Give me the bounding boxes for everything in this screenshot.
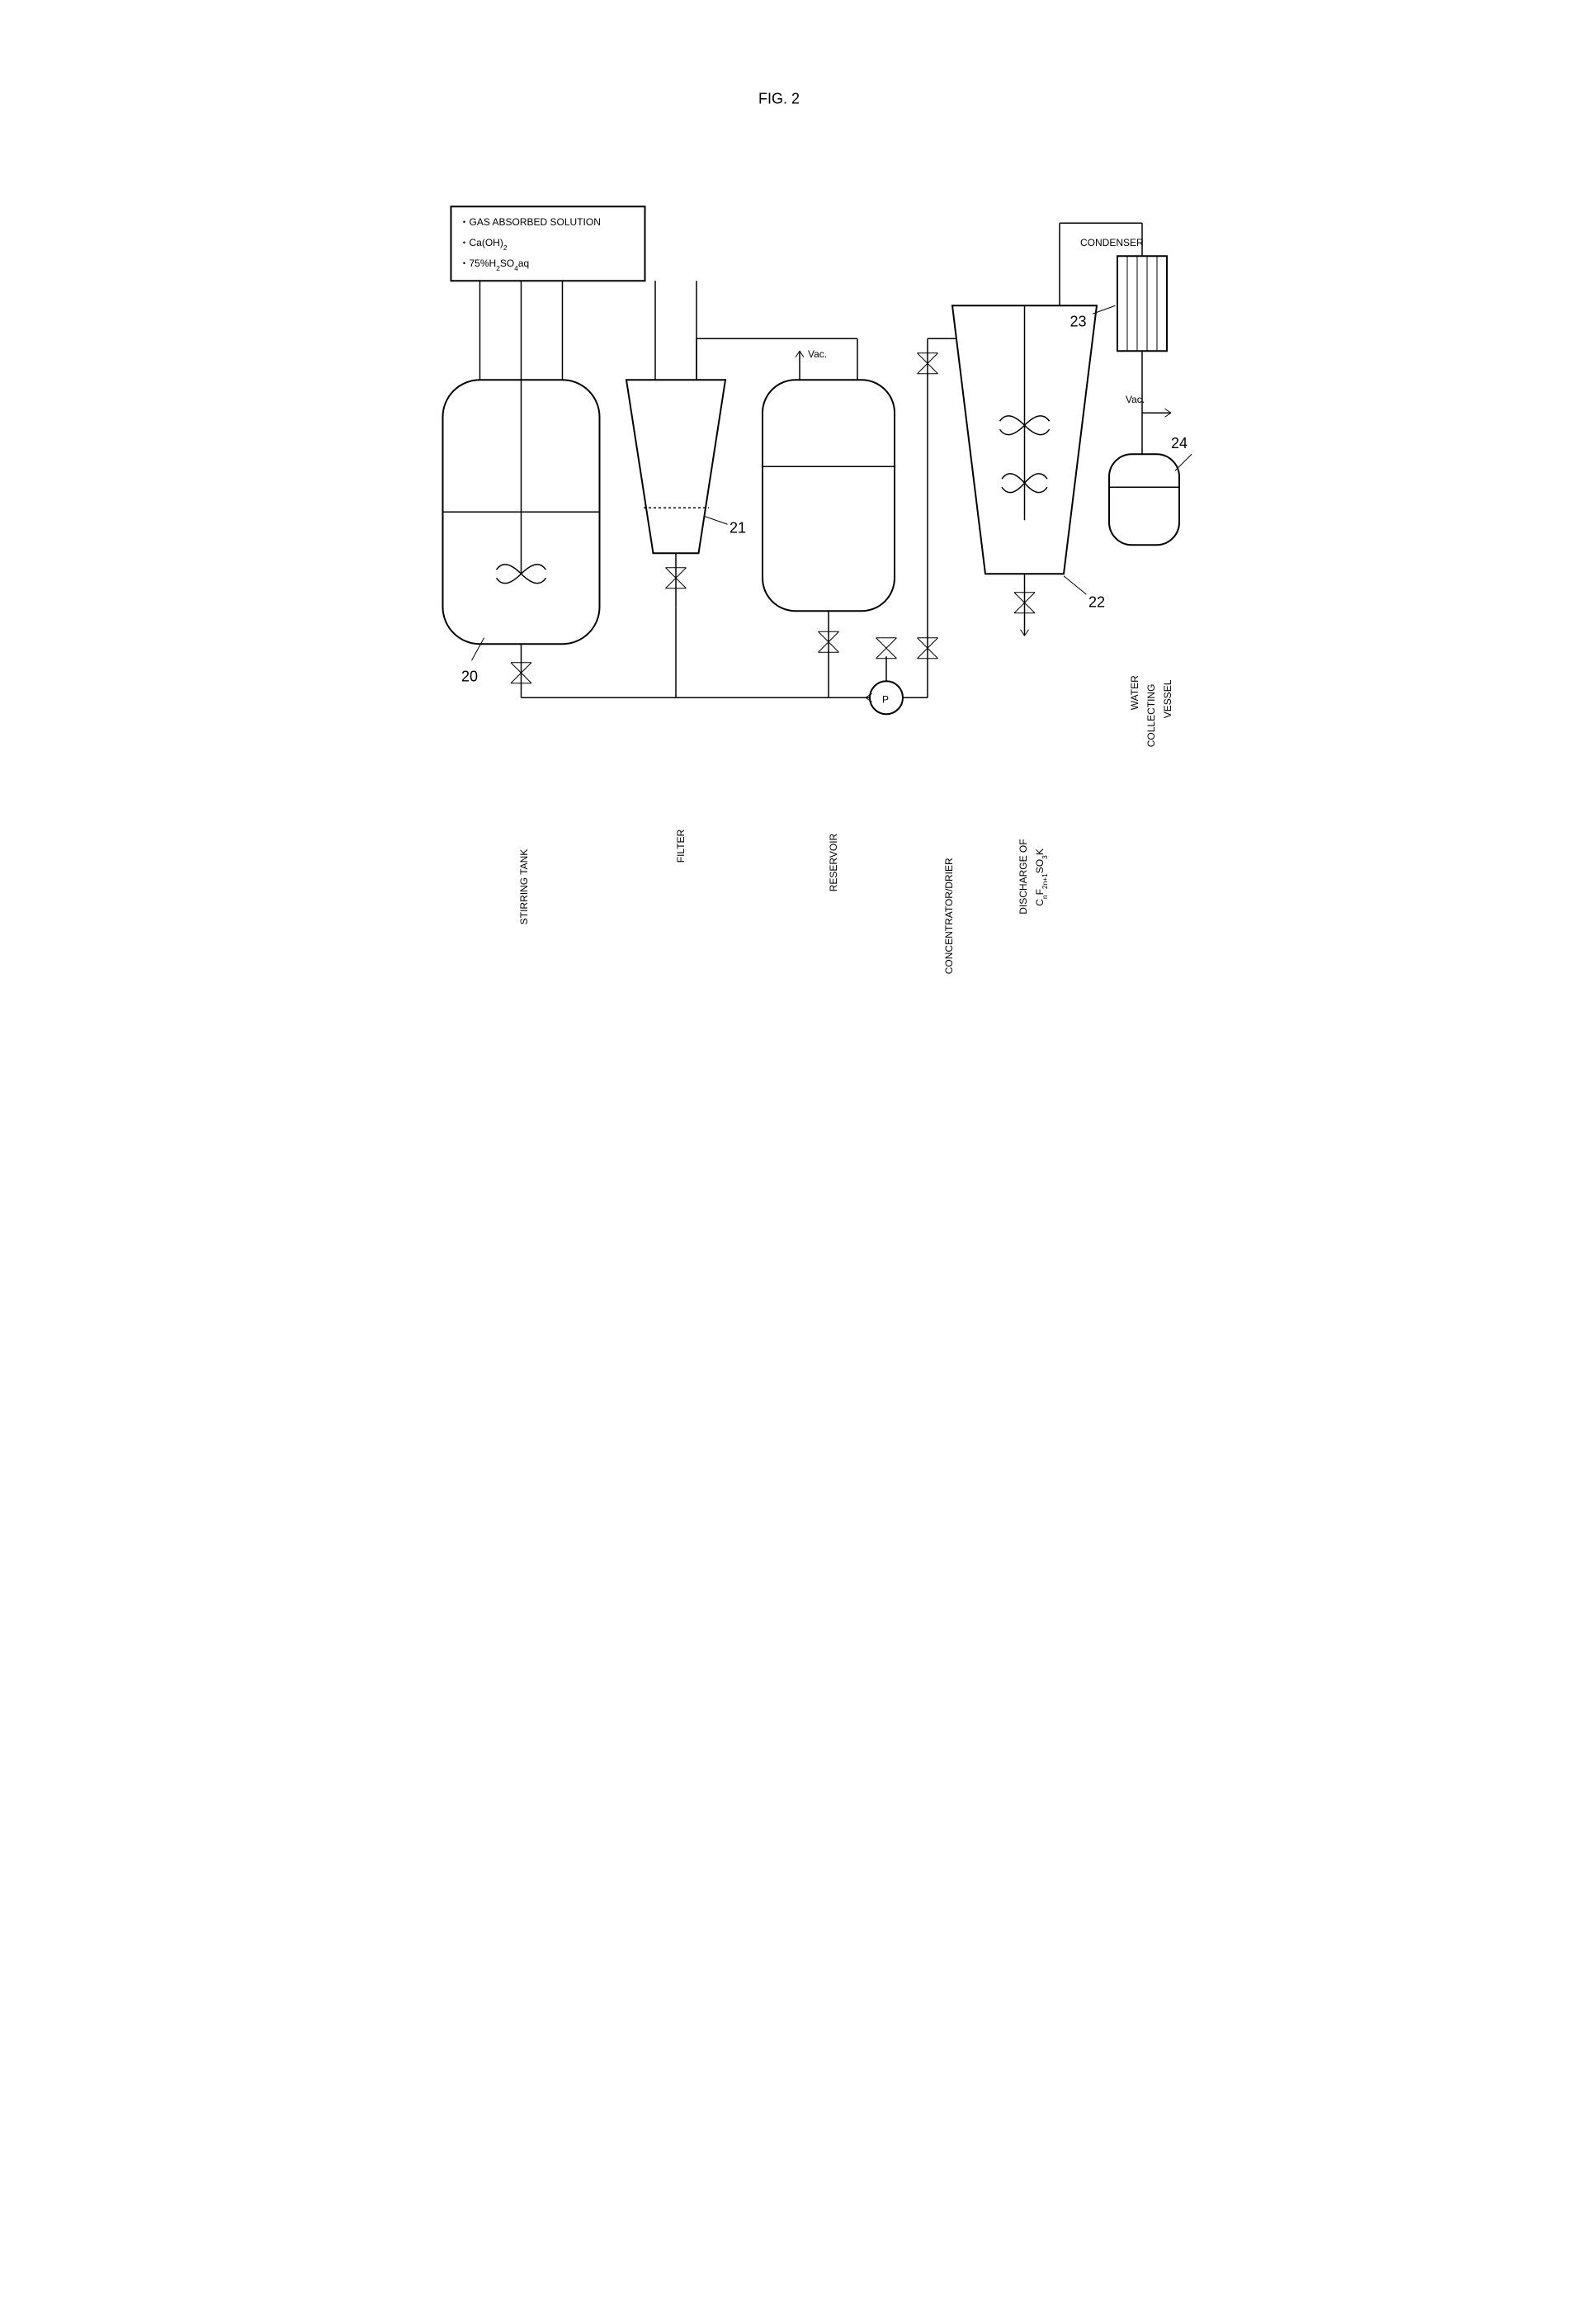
water-vessel-ref: 24 [1171, 435, 1188, 451]
stirring-tank-label: STIRRING TANK [518, 849, 530, 925]
filter: 21 [626, 380, 746, 607]
filter-label: FILTER [675, 829, 687, 863]
pump: P [866, 681, 903, 714]
input-line-1: ・GAS ABSORBED SOLUTION [459, 216, 600, 228]
condenser-label: CONDENSER [1080, 237, 1144, 248]
water-vac: Vac. [1126, 394, 1145, 405]
concentrator-label: CONCENTRATOR/DRIER [943, 858, 955, 974]
discharge-label: DISCHARGE OF [1018, 839, 1029, 914]
water-label-2: COLLECTING [1145, 684, 1157, 748]
water-label-1: WATER [1129, 675, 1140, 710]
stirring-tank-ref: 20 [461, 668, 478, 684]
filter-ref: 21 [730, 519, 746, 536]
reservoir-label: RESERVOIR [828, 833, 839, 891]
stirring-tank: 20 [442, 380, 599, 684]
reservoir-vac: Vac. [808, 348, 827, 360]
condenser-ref: 23 [1070, 313, 1086, 329]
reservoir: Vac. [763, 348, 895, 698]
figure-title: FIG. 2 [758, 90, 800, 106]
discharge-formula: CnF2n+1SO3K [1034, 848, 1049, 906]
concentrator-ref: 22 [1088, 593, 1105, 610]
water-collecting-vessel: 24 [1109, 435, 1192, 546]
water-label-3: VESSEL [1162, 679, 1173, 718]
process-flow-diagram: FIG. 2 ・GAS ABSORBED SOLUTION ・Ca(OH)2 ・… [399, 17, 1197, 1168]
concentrator-drier: 22 [928, 305, 1105, 636]
input-box: ・GAS ABSORBED SOLUTION ・Ca(OH)2 ・75%H2SO… [451, 206, 645, 281]
pump-label: P [882, 693, 889, 705]
